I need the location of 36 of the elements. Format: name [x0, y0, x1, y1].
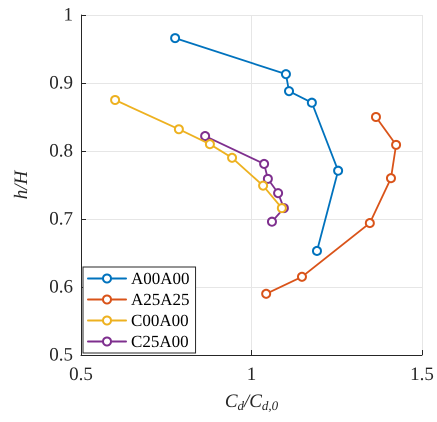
y-tick-label: 0.9	[49, 72, 73, 94]
point	[204, 139, 215, 150]
legend-label: A25A25	[131, 290, 190, 309]
point	[266, 216, 277, 227]
point	[284, 86, 294, 96]
point	[306, 98, 317, 108]
legend-label: A00A00	[131, 269, 190, 288]
legend-label: C00A00	[131, 311, 189, 330]
point	[280, 69, 291, 80]
point	[258, 180, 268, 191]
point	[370, 112, 381, 122]
point	[259, 158, 270, 169]
point	[333, 166, 344, 176]
point	[296, 272, 307, 282]
point	[170, 33, 180, 44]
legend-label: C25A00	[131, 332, 189, 351]
y-tick-label: 0.6	[49, 276, 73, 298]
point	[364, 218, 375, 228]
point	[200, 131, 210, 142]
x-tick-label: 1	[246, 364, 256, 385]
y-tick-label: 0.7	[49, 208, 73, 230]
x-tick-label: 0.5	[69, 364, 93, 385]
point	[262, 174, 273, 184]
point	[273, 188, 284, 198]
point	[174, 124, 184, 134]
y-tick-label: 0.5	[49, 344, 73, 366]
y-tick-label: 1	[64, 4, 73, 26]
x-tick-label: 1.5	[410, 364, 434, 385]
y-axis-title: h/H	[11, 169, 32, 200]
point	[312, 246, 322, 256]
point	[386, 173, 396, 184]
point	[261, 288, 272, 299]
y-tick-label: 0.8	[49, 140, 73, 162]
point	[110, 95, 120, 105]
point	[227, 152, 238, 163]
point	[391, 140, 402, 150]
